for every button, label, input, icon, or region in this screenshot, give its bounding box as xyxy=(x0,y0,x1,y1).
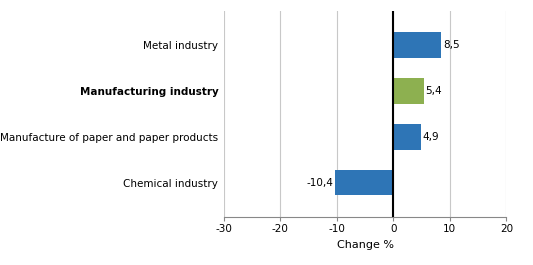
Bar xyxy=(335,170,393,196)
Bar xyxy=(393,32,441,58)
Text: 8,5: 8,5 xyxy=(443,40,459,50)
Text: 5,4: 5,4 xyxy=(425,86,442,96)
Text: -10,4: -10,4 xyxy=(306,178,333,188)
Bar xyxy=(393,78,424,104)
Bar xyxy=(393,124,421,149)
Text: 4,9: 4,9 xyxy=(423,132,439,142)
X-axis label: Change %: Change % xyxy=(337,240,393,250)
